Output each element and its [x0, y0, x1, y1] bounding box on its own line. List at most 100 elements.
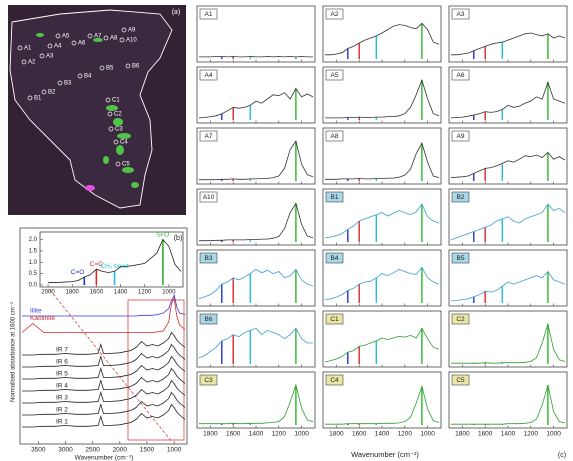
map-point [55, 33, 61, 39]
map-point [41, 89, 47, 95]
series-label: IR 4 [56, 383, 68, 390]
subplot-label-box [325, 313, 344, 325]
subplot-label: B2 [457, 194, 465, 201]
x-tick-label: 1000 [294, 431, 309, 438]
subplot-label: A1 [205, 11, 213, 18]
x-axis-label: Wavenumber (cm⁻¹) [75, 455, 134, 461]
map-point-label: A3 [46, 54, 54, 60]
x-tick-label: 1200 [138, 290, 152, 296]
blob [117, 133, 131, 139]
spectrum-line [450, 270, 566, 302]
x-tick-label: 1600 [478, 431, 493, 438]
subplot-label: A9 [457, 133, 465, 140]
x-tick-label: 1400 [249, 431, 264, 438]
subplot-label: C5 [456, 377, 465, 384]
x-axis-label: Wavenumber (cm⁻¹) [351, 450, 419, 459]
map-point [87, 33, 93, 39]
x-tick-label: 1800 [203, 431, 218, 438]
subplot-label-box [199, 374, 218, 386]
spectrum-line [21, 296, 186, 333]
map-point [103, 35, 109, 41]
spectrum-line [199, 202, 314, 242]
spectrum-line [47, 238, 182, 284]
zoom-box [127, 299, 185, 441]
x-tick-label: 1500 [140, 447, 155, 454]
map-point-label: B5 [106, 66, 114, 72]
blob [36, 33, 44, 37]
map-outline [9, 9, 173, 209]
y-tick-label: 1.5 [29, 248, 38, 254]
x-tick-label: 1800 [455, 431, 470, 438]
subplot-label: B5 [457, 255, 465, 262]
panel-label: (c) [558, 452, 566, 459]
subplot-label: A7 [205, 133, 213, 140]
spectrum-line [199, 383, 314, 425]
map-point-label: C5 [122, 162, 130, 168]
map-point-label: C2 [114, 112, 122, 118]
map-point-label: A2 [28, 60, 36, 66]
x-tick-label: 1000 [546, 431, 561, 438]
map-point [17, 45, 23, 51]
blob [122, 167, 134, 173]
spectrum-line [198, 327, 313, 359]
x-tick-label: 3000 [58, 447, 73, 454]
spectrum-line [325, 22, 440, 56]
x-tick-label: 3500 [31, 447, 46, 454]
map-point-label: A8 [110, 36, 118, 42]
series-label: IR 2 [56, 407, 68, 414]
series-label: IR 5 [56, 371, 68, 378]
spectrum-line [198, 87, 314, 119]
spectrum-line [325, 78, 440, 119]
map-point [113, 139, 119, 145]
map-point-label: B3 [64, 81, 72, 87]
spectrum-line [324, 327, 440, 363]
x-tick-label: 1200 [272, 431, 287, 438]
subplot-label: A4 [205, 72, 213, 79]
subplot-label-box [325, 374, 344, 386]
subplot-label-box [199, 69, 218, 81]
band-label: C=C [90, 261, 103, 268]
map-point-label: A10 [126, 38, 137, 44]
spectrum-line [324, 203, 440, 239]
spectrum-line [324, 266, 440, 300]
spectrum-line [22, 293, 186, 317]
subplot-label-box [451, 130, 470, 142]
series-label: IR 6 [56, 359, 68, 366]
spectrum-line [451, 384, 566, 425]
series-label: IR 1 [56, 419, 68, 426]
subplot-label-box [325, 130, 344, 142]
blob [106, 105, 118, 111]
x-tick-label: 1400 [375, 431, 390, 438]
subplot-label: B6 [205, 316, 213, 323]
band-label: Si-O [156, 231, 169, 238]
x-tick-label: 1000 [167, 447, 182, 454]
blob [116, 145, 124, 155]
subplot-label: C2 [456, 316, 465, 323]
map-point [115, 161, 121, 167]
spectrum-line [199, 140, 314, 181]
map-point-label: B1 [34, 96, 42, 102]
subplot-label-box [199, 191, 218, 203]
spectrum-line [22, 343, 186, 368]
map-point [71, 40, 77, 46]
map-point [27, 95, 33, 101]
map-point-label: C3 [115, 127, 123, 133]
map-point-label: A9 [128, 28, 136, 34]
y-tick-label: 0.0 [29, 283, 38, 289]
map-point-label: A5 [62, 34, 70, 40]
subplot-label-box [199, 130, 218, 142]
subplot-label-box [451, 8, 470, 20]
x-tick-label: 1600 [226, 431, 241, 438]
x-tick-label: 1800 [66, 290, 80, 296]
map-point [121, 27, 127, 33]
map-point-label: B2 [48, 90, 56, 96]
y-axis-label: Normalised absorbance at 1600 cm⁻¹ [11, 302, 17, 402]
x-tick-label: 1400 [501, 431, 516, 438]
y-tick-label: 0.5 [29, 271, 38, 277]
map-point [105, 97, 111, 103]
subplot-label: B4 [331, 255, 339, 262]
subplot-label-box [325, 191, 344, 203]
map-point [57, 80, 63, 86]
subplot-label: A5 [331, 72, 339, 79]
x-tick-label: 1000 [162, 290, 176, 296]
